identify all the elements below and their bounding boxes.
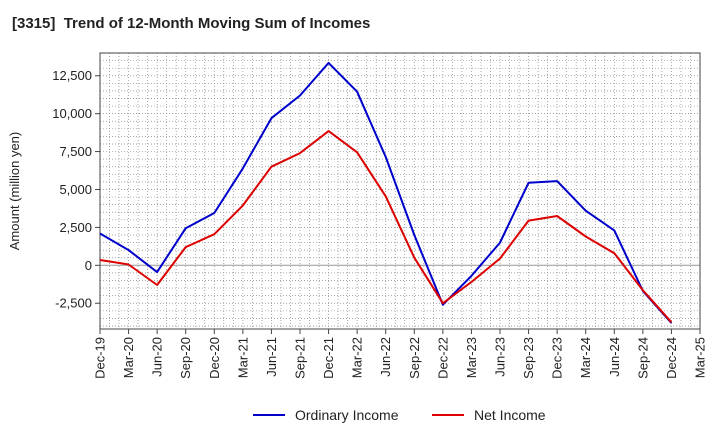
y-tick-label: 7,500: [59, 144, 92, 159]
legend: Ordinary Income Net Income: [253, 407, 546, 423]
x-tick-label: Mar-21: [235, 337, 250, 378]
x-tick-label: Mar-20: [121, 337, 136, 378]
x-tick-label: Jun-22: [378, 337, 393, 377]
x-tick-label: Dec-20: [207, 337, 222, 379]
x-tick-label: Dec-23: [550, 337, 565, 379]
series-line-net-income: [99, 130, 673, 323]
y-axis-ticks: -2,500 0 2,500 5,000 7,500 10,000 12,500: [52, 68, 100, 311]
x-tick-label: Sep-21: [293, 337, 308, 379]
x-tick-label: Jun-21: [264, 337, 279, 377]
x-tick-label: Sep-22: [407, 337, 422, 379]
y-tick-label: 0: [85, 258, 92, 273]
x-tick-label: Sep-24: [635, 337, 650, 379]
x-tick-label: Dec-24: [664, 337, 679, 379]
x-tick-label: Mar-24: [578, 337, 593, 378]
legend-label: Net Income: [474, 407, 546, 423]
x-tick-label: Jun-24: [607, 337, 622, 377]
x-tick-label: Dec-19: [93, 337, 108, 379]
plot-frame: [99, 52, 701, 330]
y-tick-label: 12,500: [52, 68, 92, 83]
x-tick-label: Dec-22: [435, 337, 450, 379]
y-tick-label: -2,500: [55, 296, 92, 311]
x-tick-label: Mar-22: [350, 337, 365, 378]
series-line-ordinary-income: [99, 61, 673, 324]
y-tick-label: 2,500: [59, 220, 92, 235]
legend-label: Ordinary Income: [295, 407, 399, 423]
chart-title: [3315] Trend of 12-Month Moving Sum of I…: [12, 15, 371, 32]
series-lines: [99, 61, 673, 324]
y-axis-label: Amount (million yen): [7, 132, 22, 251]
y-tick-label: 10,000: [52, 106, 92, 121]
x-tick-label: Jun-20: [150, 337, 165, 377]
grid-lines: [99, 52, 701, 329]
y-tick-label: 5,000: [59, 182, 92, 197]
x-axis-ticks: Dec-19 Mar-20 Jun-20 Sep-20 Dec-20 Mar-21 Jun-…: [93, 329, 708, 379]
x-tick-label: Mar-25: [693, 337, 708, 378]
x-tick-label: Mar-23: [464, 337, 479, 378]
x-tick-label: Dec-21: [321, 337, 336, 379]
x-tick-label: Sep-20: [178, 337, 193, 379]
x-tick-label: Sep-23: [521, 337, 536, 379]
x-tick-label: Jun-23: [493, 337, 508, 377]
